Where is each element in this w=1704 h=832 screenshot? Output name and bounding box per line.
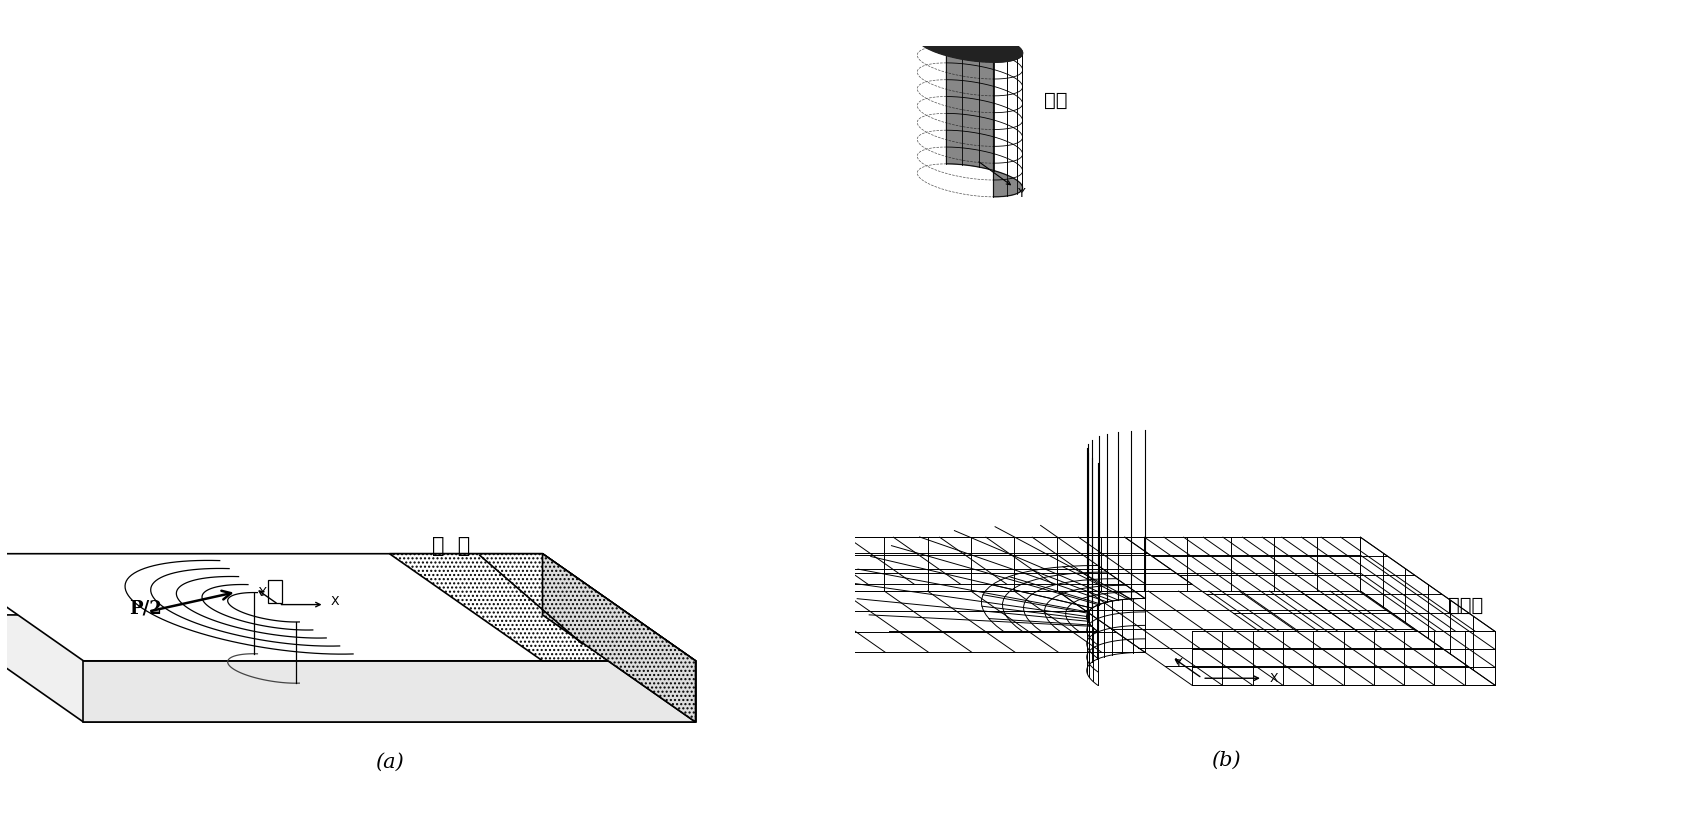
- Text: (b): (b): [1212, 751, 1241, 770]
- Text: 层合板: 层合板: [1448, 597, 1482, 615]
- Text: Y: Y: [1019, 187, 1026, 201]
- Text: 螺栓: 螺栓: [1045, 92, 1067, 111]
- Polygon shape: [0, 615, 695, 722]
- Text: 固  定: 固 定: [431, 536, 470, 556]
- Text: Y: Y: [1176, 657, 1183, 670]
- Polygon shape: [390, 554, 695, 661]
- Polygon shape: [542, 554, 695, 722]
- Text: P/2: P/2: [130, 599, 162, 617]
- Text: (a): (a): [375, 753, 404, 772]
- Text: Y: Y: [259, 587, 268, 599]
- Polygon shape: [917, 29, 1022, 62]
- Polygon shape: [83, 661, 695, 722]
- Text: X: X: [1269, 671, 1278, 685]
- Text: X: X: [331, 595, 339, 607]
- Polygon shape: [946, 29, 1022, 197]
- Polygon shape: [542, 554, 695, 722]
- Polygon shape: [0, 554, 695, 661]
- Polygon shape: [268, 581, 281, 603]
